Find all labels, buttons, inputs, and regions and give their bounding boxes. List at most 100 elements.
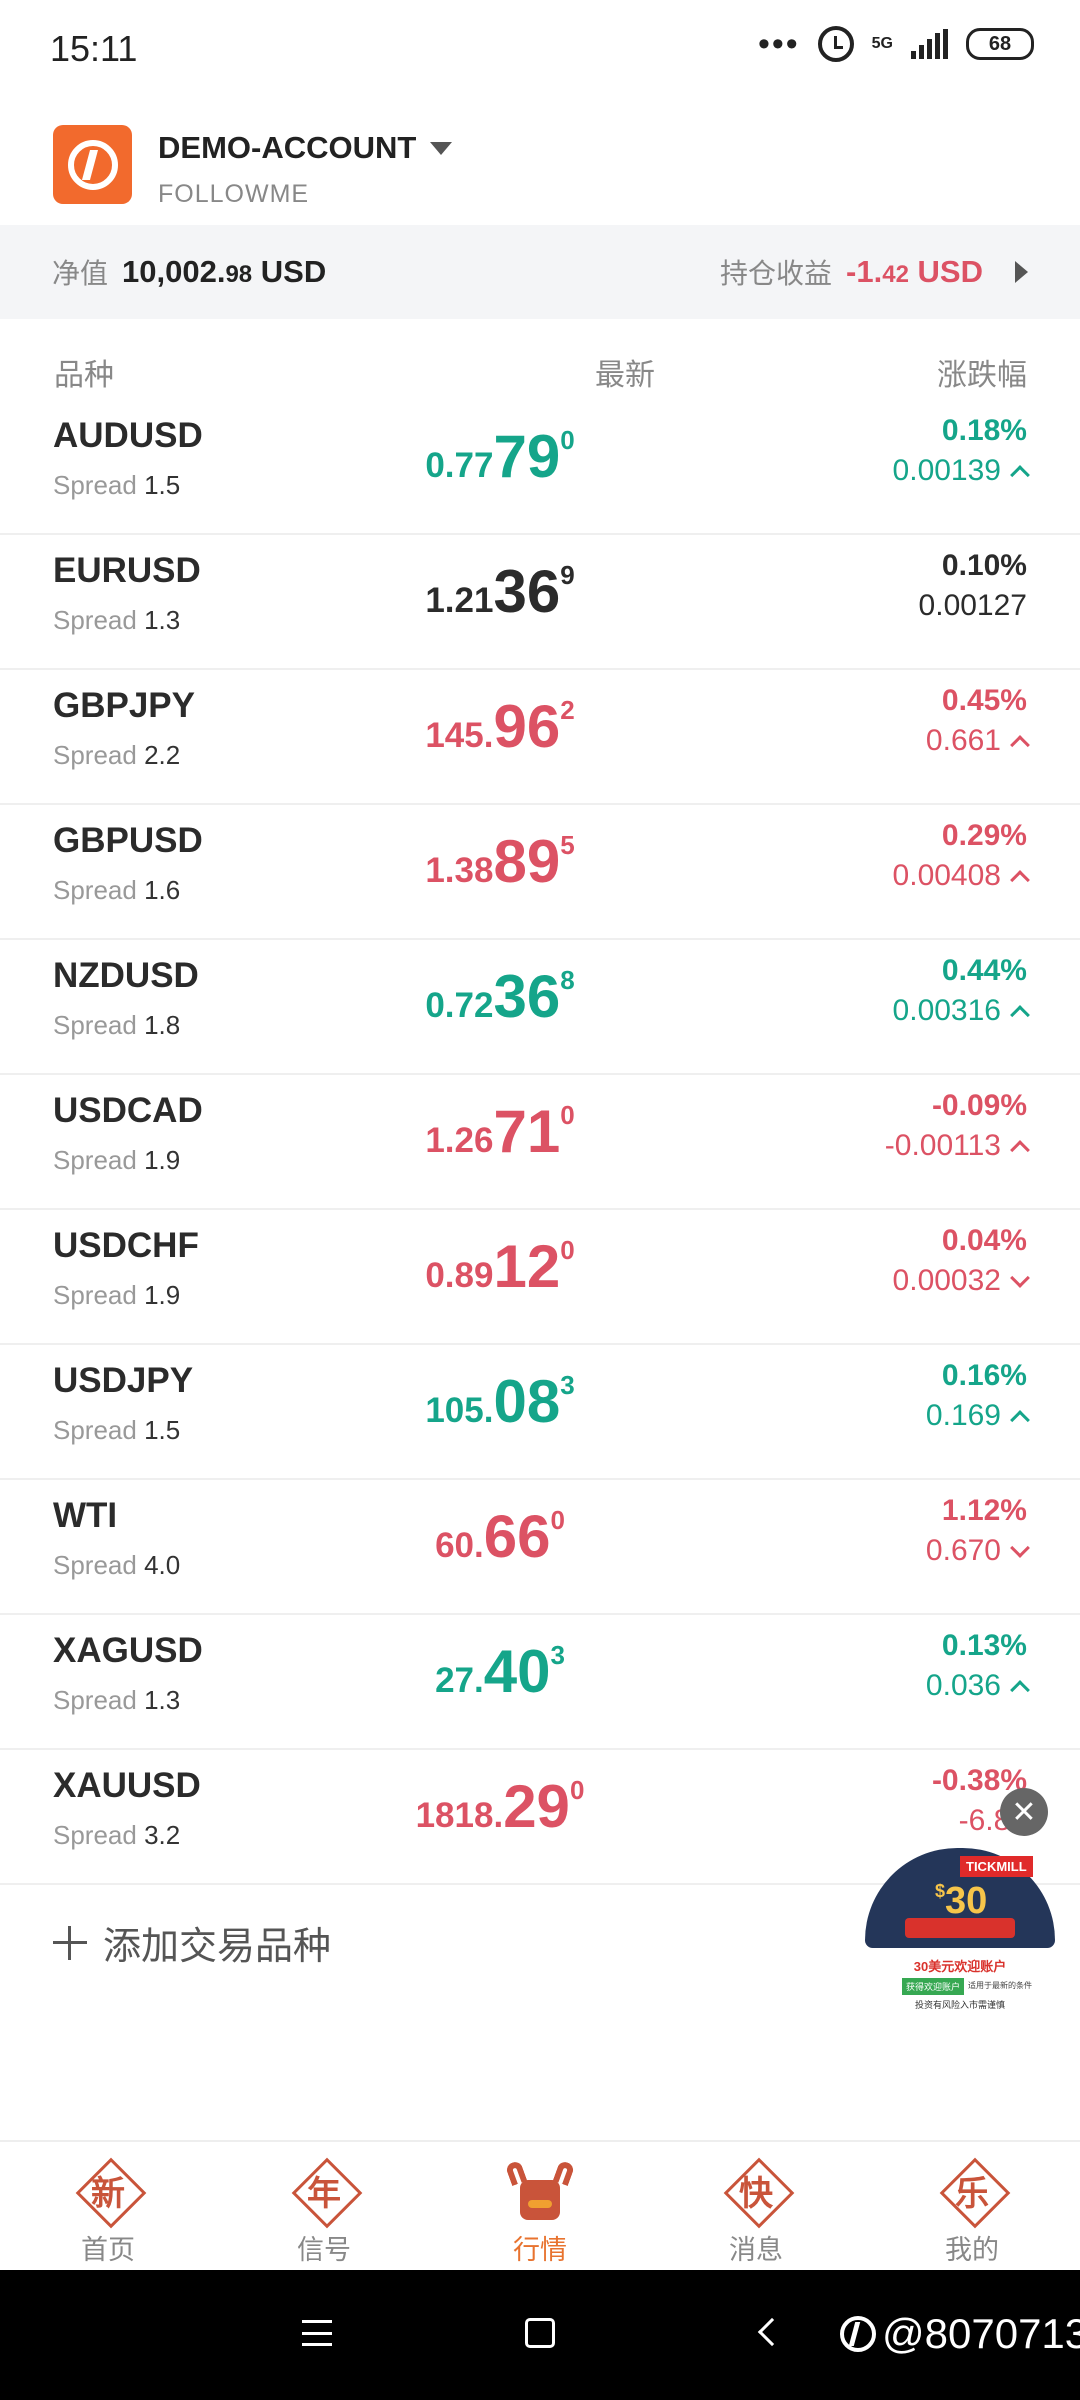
change-percent: 0.45% [941, 684, 1027, 717]
followme-logo-icon [53, 125, 132, 204]
quote-row[interactable]: USDJPY Spread 1.5 105.083 0.16% 0.169 [0, 1345, 1080, 1480]
quote-list: AUDUSD Spread 1.5 0.77790 0.18% 0.00139 … [0, 400, 1080, 1885]
quote-symbol: XAGUSD [53, 1631, 203, 1670]
change-percent: 0.13% [941, 1629, 1027, 1662]
account-broker: FOLLOWME [158, 180, 310, 208]
add-symbol-button[interactable]: 添加交易品种 [53, 1915, 331, 1970]
chevron-up-icon [1010, 1140, 1030, 1160]
ad-cta-button[interactable]: 获得欢迎账户 [902, 1978, 965, 1995]
change-absolute: 0.00032 [893, 1264, 1030, 1298]
quote-symbol: XAUUSD [53, 1766, 201, 1805]
quote-symbol: WTI [53, 1496, 118, 1535]
more-dots-icon: ••• [757, 25, 800, 63]
quote-row[interactable]: XAGUSD Spread 1.3 27.403 0.13% 0.036 [0, 1615, 1080, 1750]
signal-icon [911, 29, 948, 59]
position-pnl[interactable]: 持仓收益 -1.42 USD [720, 252, 1028, 292]
quote-change: 0.16% 0.169 [926, 1359, 1030, 1433]
change-percent: 0.29% [941, 819, 1027, 852]
quote-price: 1818.290 [415, 1773, 585, 1840]
followme-watermark-icon [840, 2316, 876, 2352]
quote-change: 0.45% 0.661 [926, 684, 1030, 758]
back-icon[interactable] [757, 2317, 787, 2347]
quote-row[interactable]: USDCAD Spread 1.9 1.26710 -0.09% -0.0011… [0, 1075, 1080, 1210]
quote-symbol: EURUSD [53, 551, 201, 590]
quote-row[interactable]: NZDUSD Spread 1.8 0.72368 0.44% 0.00316 [0, 940, 1080, 1075]
quote-price: 1.26710 [425, 1098, 575, 1165]
column-latest[interactable]: 最新 [595, 359, 655, 392]
tab-messages[interactable]: 快 消息 [648, 2142, 864, 2270]
change-percent: -0.09% [931, 1089, 1027, 1122]
quote-price: 0.89120 [425, 1233, 575, 1300]
column-change[interactable]: 涨跌幅 [937, 359, 1027, 392]
equity-value: 10,002.98 USD [122, 254, 327, 289]
equity-label: 净值 [52, 258, 109, 289]
quote-price: 105.083 [425, 1368, 575, 1435]
chevron-up-icon [1010, 735, 1030, 755]
quote-spread: Spread 4.0 [53, 1550, 181, 1580]
quote-row[interactable]: WTI Spread 4.0 60.660 1.12% 0.670 [0, 1480, 1080, 1615]
quote-spread: Spread 1.9 [53, 1280, 181, 1310]
chevron-up-icon [1010, 1680, 1030, 1700]
network-type: 5G [871, 35, 893, 52]
quote-spread: Spread 1.5 [53, 1415, 181, 1445]
me-badge-icon: 乐 [940, 2158, 1004, 2222]
quote-price: 1.21369 [425, 558, 575, 625]
quote-spread: Spread 2.2 [53, 740, 181, 770]
ad-amount: $30 [935, 1880, 988, 1922]
change-percent: 0.44% [941, 954, 1027, 987]
account-selector[interactable]: DEMO-ACCOUNT [158, 130, 453, 166]
menu-icon[interactable] [302, 2320, 332, 2346]
quote-change: 0.44% 0.00316 [893, 954, 1030, 1028]
home-icon[interactable] [525, 2318, 555, 2348]
chevron-up-icon [1010, 1005, 1030, 1025]
status-time: 15:11 [50, 28, 138, 69]
tab-signals[interactable]: 年 信号 [216, 2142, 432, 2270]
quote-spread: Spread 1.3 [53, 605, 181, 635]
account-header[interactable]: DEMO-ACCOUNT FOLLOWME [0, 110, 1080, 225]
quote-row[interactable]: USDCHF Spread 1.9 0.89120 0.04% 0.00032 [0, 1210, 1080, 1345]
change-absolute: 0.00316 [893, 994, 1030, 1028]
quote-row[interactable]: EURUSD Spread 1.3 1.21369 0.10% 0.00127 [0, 535, 1080, 670]
floating-ad[interactable]: ✕ TICKMILL $30 30美元欢迎账户 获得欢迎账户 适用于最新的条件 … [860, 1788, 1060, 2018]
quote-change: 0.18% 0.00139 [893, 414, 1030, 488]
messages-badge-icon: 快 [724, 2158, 788, 2222]
quote-symbol: GBPUSD [53, 821, 203, 860]
ad-brand: TICKMILL [960, 1856, 1033, 1877]
quote-row[interactable]: AUDUSD Spread 1.5 0.77790 0.18% 0.00139 [0, 400, 1080, 535]
pnl-value: -1.42 USD [846, 254, 983, 289]
quote-row[interactable]: GBPUSD Spread 1.6 1.38895 0.29% 0.00408 [0, 805, 1080, 940]
home-badge-icon: 新 [76, 2158, 140, 2222]
change-absolute: 0.00139 [893, 454, 1030, 488]
account-name: DEMO-ACCOUNT [158, 130, 417, 165]
quote-change: -0.09% -0.00113 [885, 1089, 1030, 1163]
arrow-right-icon[interactable] [1015, 261, 1028, 283]
system-nav-bar: @8070713 [0, 2270, 1080, 2400]
tab-home[interactable]: 新 首页 [0, 2142, 216, 2270]
quote-change: 0.10% 0.00127 [919, 549, 1027, 623]
change-absolute: 0.00408 [893, 859, 1030, 893]
close-icon[interactable]: ✕ [1000, 1788, 1048, 1836]
chevron-down-icon [1010, 1538, 1030, 1558]
tab-quotes[interactable]: 行情 [432, 2142, 648, 2270]
quote-price: 27.403 [435, 1638, 565, 1705]
quote-symbol: GBPJPY [53, 686, 195, 725]
quote-price: 0.72368 [425, 963, 575, 1030]
quote-symbol: AUDUSD [53, 416, 203, 455]
quote-row[interactable]: GBPJPY Spread 2.2 145.962 0.45% 0.661 [0, 670, 1080, 805]
change-absolute: 0.670 [926, 1534, 1030, 1568]
quote-price: 1.38895 [425, 828, 575, 895]
status-bar: 15:11 ••• 5G 68 [0, 0, 1080, 96]
quote-change: 0.13% 0.036 [926, 1629, 1030, 1703]
battery-icon: 68 [966, 28, 1034, 60]
change-absolute: 0.169 [926, 1399, 1030, 1433]
tab-me[interactable]: 乐 我的 [864, 2142, 1080, 2270]
bottom-nav: 新 首页 年 信号 行情 快 消息 乐 我的 [0, 2140, 1080, 2270]
quote-column-header: 品种 最新 涨跌幅 [0, 340, 1080, 400]
quote-spread: Spread 1.6 [53, 875, 181, 905]
pnl-label: 持仓收益 [720, 258, 833, 289]
quote-spread: Spread 1.9 [53, 1145, 181, 1175]
change-percent: 0.18% [941, 414, 1027, 447]
signals-badge-icon: 年 [292, 2158, 356, 2222]
ad-headline: 30美元欢迎账户 [913, 1959, 1007, 1974]
equity-bar[interactable]: 净值 10,002.98 USD 持仓收益 -1.42 USD [0, 225, 1080, 319]
